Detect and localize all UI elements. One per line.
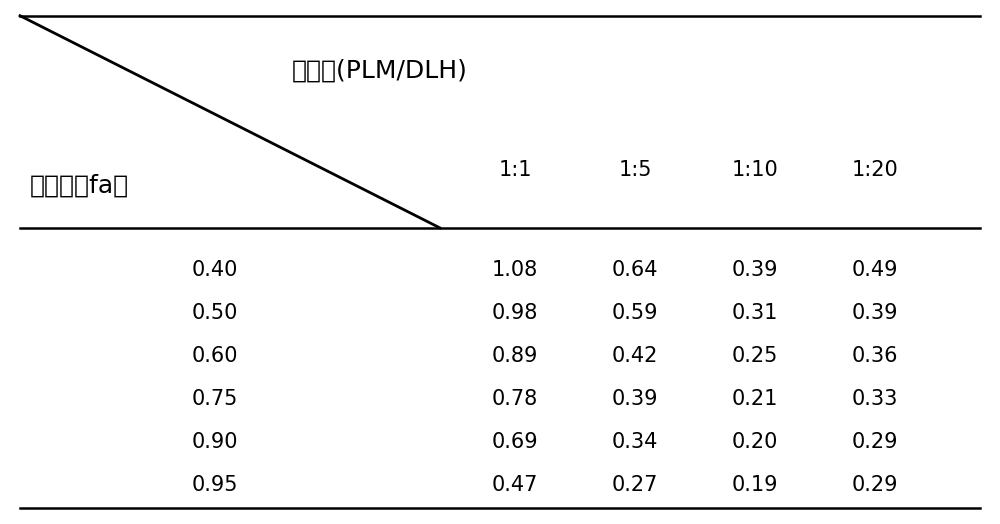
Text: 0.98: 0.98: [492, 303, 538, 323]
Text: 0.29: 0.29: [852, 432, 898, 452]
Text: 0.78: 0.78: [492, 389, 538, 409]
Text: 0.19: 0.19: [732, 475, 778, 495]
Text: 0.89: 0.89: [492, 346, 538, 366]
Text: 0.25: 0.25: [732, 346, 778, 366]
Text: 0.33: 0.33: [852, 389, 898, 409]
Text: 0.39: 0.39: [612, 389, 658, 409]
Text: 0.39: 0.39: [732, 260, 778, 280]
Text: 0.42: 0.42: [612, 346, 658, 366]
Text: 0.20: 0.20: [732, 432, 778, 452]
Text: 0.29: 0.29: [852, 475, 898, 495]
Text: 1:10: 1:10: [732, 160, 778, 180]
Text: 1:1: 1:1: [498, 160, 532, 180]
Text: 1:20: 1:20: [852, 160, 898, 180]
Text: 0.69: 0.69: [492, 432, 538, 452]
Text: 0.39: 0.39: [852, 303, 898, 323]
Text: 0.50: 0.50: [192, 303, 238, 323]
Text: 1.08: 1.08: [492, 260, 538, 280]
Text: 0.36: 0.36: [852, 346, 898, 366]
Text: 0.31: 0.31: [732, 303, 778, 323]
Text: 0.27: 0.27: [612, 475, 658, 495]
Text: 0.75: 0.75: [192, 389, 238, 409]
Text: 0.47: 0.47: [492, 475, 538, 495]
Text: 0.95: 0.95: [192, 475, 238, 495]
Text: 0.59: 0.59: [612, 303, 658, 323]
Text: 0.64: 0.64: [612, 260, 658, 280]
Text: 抑制率（fa）: 抑制率（fa）: [30, 174, 129, 198]
Text: 0.60: 0.60: [192, 346, 238, 366]
Text: 摩尔比(PLM/DLH): 摩尔比(PLM/DLH): [292, 59, 468, 83]
Text: 0.21: 0.21: [732, 389, 778, 409]
Text: 0.90: 0.90: [192, 432, 238, 452]
Text: 0.40: 0.40: [192, 260, 238, 280]
Text: 0.34: 0.34: [612, 432, 658, 452]
Text: 0.49: 0.49: [852, 260, 898, 280]
Text: 1:5: 1:5: [618, 160, 652, 180]
